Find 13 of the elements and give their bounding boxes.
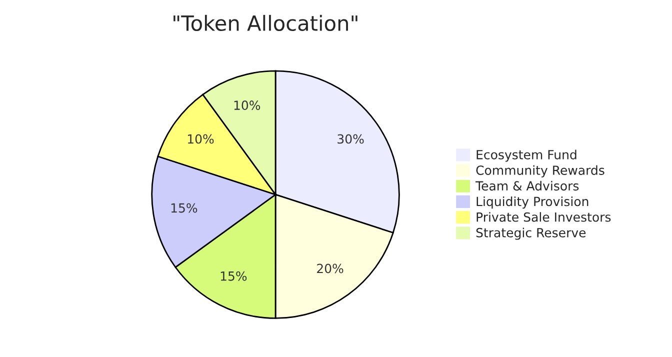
legend-label: Liquidity Provision bbox=[476, 196, 588, 209]
data-label: 20% bbox=[317, 264, 344, 274]
legend-label: Ecosystem Fund bbox=[476, 150, 576, 162]
data-label: 15% bbox=[171, 203, 198, 213]
chart-title: "Token Allocation" bbox=[174, 14, 358, 32]
data-label: 10% bbox=[234, 100, 260, 110]
legend-label: Team & Advisors bbox=[476, 180, 579, 191]
data-label: 10% bbox=[188, 134, 214, 144]
legend-label: Private Sale Investors bbox=[476, 212, 611, 222]
legend-label: Community Rewards bbox=[476, 165, 604, 178]
data-label: 15% bbox=[220, 271, 247, 281]
data-label: 30% bbox=[338, 134, 364, 144]
legend-label: Strategic Reserve bbox=[476, 228, 586, 240]
